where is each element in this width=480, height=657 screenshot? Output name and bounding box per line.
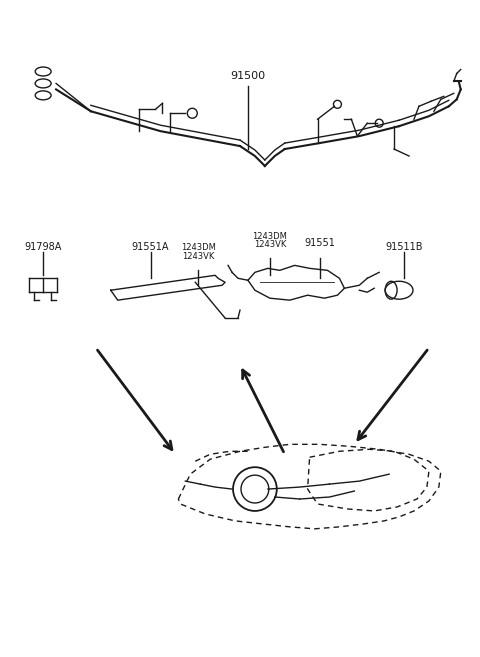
Text: 91500: 91500 [230, 72, 265, 81]
Text: 1243DM: 1243DM [252, 231, 287, 240]
Text: 91798A: 91798A [24, 242, 62, 252]
Text: 1243VK: 1243VK [253, 240, 286, 250]
Text: 1243DM: 1243DM [181, 244, 216, 252]
Polygon shape [111, 275, 225, 300]
Text: 1243VK: 1243VK [182, 252, 215, 261]
Circle shape [233, 467, 277, 511]
Text: 91551: 91551 [304, 238, 335, 248]
Text: 91551A: 91551A [132, 242, 169, 252]
Polygon shape [248, 265, 344, 300]
Text: 91511B: 91511B [385, 242, 423, 252]
